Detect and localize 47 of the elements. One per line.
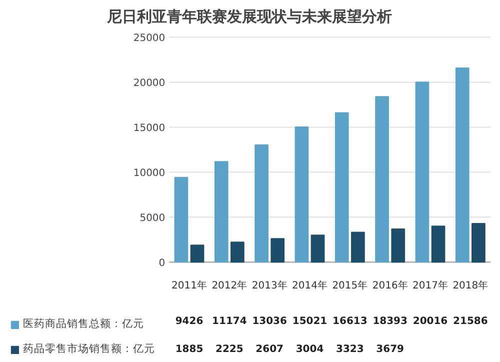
bar	[334, 112, 349, 263]
data-label: 3004	[296, 344, 324, 355]
bar	[270, 238, 285, 263]
bar	[174, 176, 188, 263]
data-label: 15021	[292, 316, 328, 327]
y-tick-label: 5000	[140, 213, 166, 224]
x-tick-label: 2013年	[252, 280, 288, 292]
bar	[190, 244, 204, 263]
bar	[254, 144, 268, 263]
y-tick-label: 0	[158, 258, 166, 270]
bar	[472, 222, 486, 263]
data-label: 13036	[252, 316, 288, 327]
bar	[415, 82, 430, 263]
data-label: 21586	[453, 316, 488, 327]
x-tick-label: 2012年	[212, 280, 248, 292]
data-label: 9426	[175, 316, 204, 327]
data-label: 18393	[372, 316, 408, 327]
y-tick-label: 15000	[133, 123, 166, 134]
y-tick-label: 20000	[133, 78, 166, 90]
data-label: 20016	[412, 316, 448, 327]
x-tick-label: 2016年	[372, 280, 408, 292]
x-tick-label: 2011年	[172, 280, 207, 292]
bar	[294, 126, 309, 263]
bar	[230, 242, 244, 263]
bar	[214, 161, 228, 263]
data-label: 3679	[376, 344, 404, 355]
bar	[391, 228, 406, 263]
x-tick-label: 2015年	[332, 280, 368, 292]
chart-title: 尼日利亚青年联赛发展现状与未来展望分析	[106, 8, 392, 26]
data-label: 11174	[212, 316, 247, 327]
x-tick-label: 2017年	[412, 280, 448, 292]
bar	[455, 67, 470, 263]
bar	[375, 96, 389, 263]
data-label: 3323	[336, 344, 364, 355]
y-tick-label: 25000	[133, 33, 166, 44]
x-tick-label: 2018年	[452, 280, 488, 292]
data-label: 2225	[216, 344, 244, 355]
bar	[431, 226, 446, 263]
data-label: 2607	[256, 344, 284, 355]
y-tick-label: 10000	[133, 168, 166, 180]
legend-label: 药品零售市场销售额：亿元	[23, 342, 155, 356]
data-label: 16613	[332, 316, 368, 327]
bar	[351, 232, 365, 263]
bar	[310, 234, 325, 263]
data-label: 1885	[175, 344, 204, 355]
legend-label: 医药商品销售总额：亿元	[23, 317, 144, 331]
x-tick-label: 2014年	[292, 280, 328, 292]
